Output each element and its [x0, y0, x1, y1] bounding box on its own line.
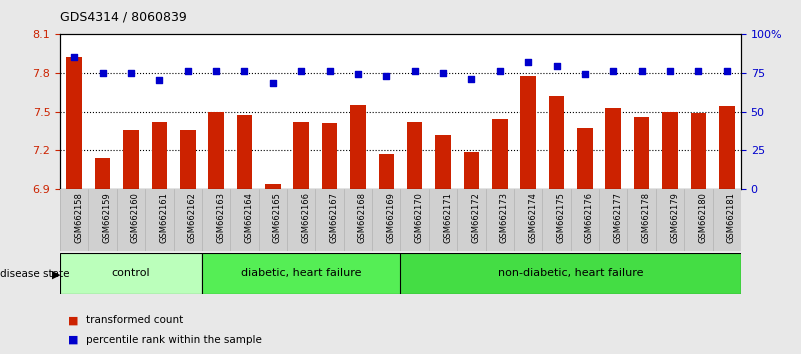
Text: GSM662160: GSM662160	[131, 193, 140, 243]
Point	[578, 71, 591, 77]
Point	[521, 59, 534, 64]
Point	[96, 70, 109, 75]
Text: GSM662165: GSM662165	[273, 193, 282, 243]
Bar	[265, 184, 280, 189]
Point	[380, 73, 392, 79]
Text: GSM662159: GSM662159	[103, 193, 111, 243]
Point	[465, 76, 478, 82]
Text: GSM662179: GSM662179	[670, 193, 679, 243]
Bar	[95, 158, 111, 189]
Point	[352, 71, 364, 77]
Text: control: control	[111, 268, 151, 279]
Bar	[322, 123, 337, 189]
Bar	[293, 122, 309, 189]
Point	[267, 81, 280, 86]
Point	[68, 54, 81, 60]
Text: GSM662178: GSM662178	[642, 193, 650, 244]
Bar	[123, 130, 139, 189]
Point	[550, 63, 563, 69]
Bar	[208, 112, 224, 189]
Text: GSM662161: GSM662161	[159, 193, 168, 243]
Text: GSM662181: GSM662181	[727, 193, 736, 243]
Text: GSM662175: GSM662175	[557, 193, 566, 243]
Point	[720, 68, 733, 74]
Point	[607, 68, 620, 74]
Bar	[202, 253, 400, 294]
Point	[437, 70, 449, 75]
Bar	[236, 115, 252, 189]
Text: GSM662158: GSM662158	[74, 193, 83, 243]
Text: GSM662174: GSM662174	[528, 193, 537, 243]
Point	[409, 68, 421, 74]
Bar	[60, 253, 202, 294]
Text: GSM662173: GSM662173	[500, 193, 509, 244]
Bar	[634, 117, 650, 189]
Text: GSM662169: GSM662169	[386, 193, 396, 243]
Point	[125, 70, 138, 75]
Bar	[435, 135, 451, 189]
Point	[238, 68, 251, 74]
Bar	[66, 57, 82, 189]
Bar	[606, 108, 621, 189]
Text: GSM662166: GSM662166	[301, 193, 310, 244]
Text: GSM662164: GSM662164	[244, 193, 253, 243]
Text: ■: ■	[68, 315, 78, 325]
Point	[295, 68, 308, 74]
Bar	[577, 129, 593, 189]
Bar	[407, 122, 422, 189]
Point	[663, 68, 676, 74]
Text: disease state: disease state	[0, 269, 70, 279]
Bar	[492, 119, 508, 189]
Text: GSM662180: GSM662180	[698, 193, 707, 243]
Text: GSM662170: GSM662170	[415, 193, 424, 243]
Bar	[400, 253, 741, 294]
Text: GSM662163: GSM662163	[216, 193, 225, 244]
Text: GSM662171: GSM662171	[443, 193, 452, 243]
Text: diabetic, heart failure: diabetic, heart failure	[241, 268, 361, 279]
Bar	[464, 152, 479, 189]
Text: GSM662177: GSM662177	[614, 193, 622, 244]
Bar	[379, 154, 394, 189]
Text: GSM662176: GSM662176	[585, 193, 594, 244]
Bar	[690, 113, 706, 189]
Text: ■: ■	[68, 335, 78, 345]
Text: GSM662167: GSM662167	[329, 193, 339, 244]
Bar	[350, 105, 366, 189]
Bar	[549, 96, 565, 189]
Text: percentile rank within the sample: percentile rank within the sample	[86, 335, 262, 345]
Point	[692, 68, 705, 74]
Point	[493, 68, 506, 74]
Point	[153, 78, 166, 83]
Text: ▶: ▶	[52, 269, 61, 279]
Bar	[662, 112, 678, 189]
Bar	[151, 122, 167, 189]
Text: GDS4314 / 8060839: GDS4314 / 8060839	[60, 11, 187, 24]
Text: transformed count: transformed count	[86, 315, 183, 325]
Point	[181, 68, 194, 74]
Bar	[719, 106, 735, 189]
Point	[635, 68, 648, 74]
Text: GSM662172: GSM662172	[472, 193, 481, 243]
Point	[323, 68, 336, 74]
Bar	[180, 130, 195, 189]
Point	[210, 68, 223, 74]
Text: GSM662162: GSM662162	[187, 193, 197, 243]
Text: non-diabetic, heart failure: non-diabetic, heart failure	[498, 268, 643, 279]
Bar	[521, 76, 536, 189]
Text: GSM662168: GSM662168	[358, 193, 367, 244]
